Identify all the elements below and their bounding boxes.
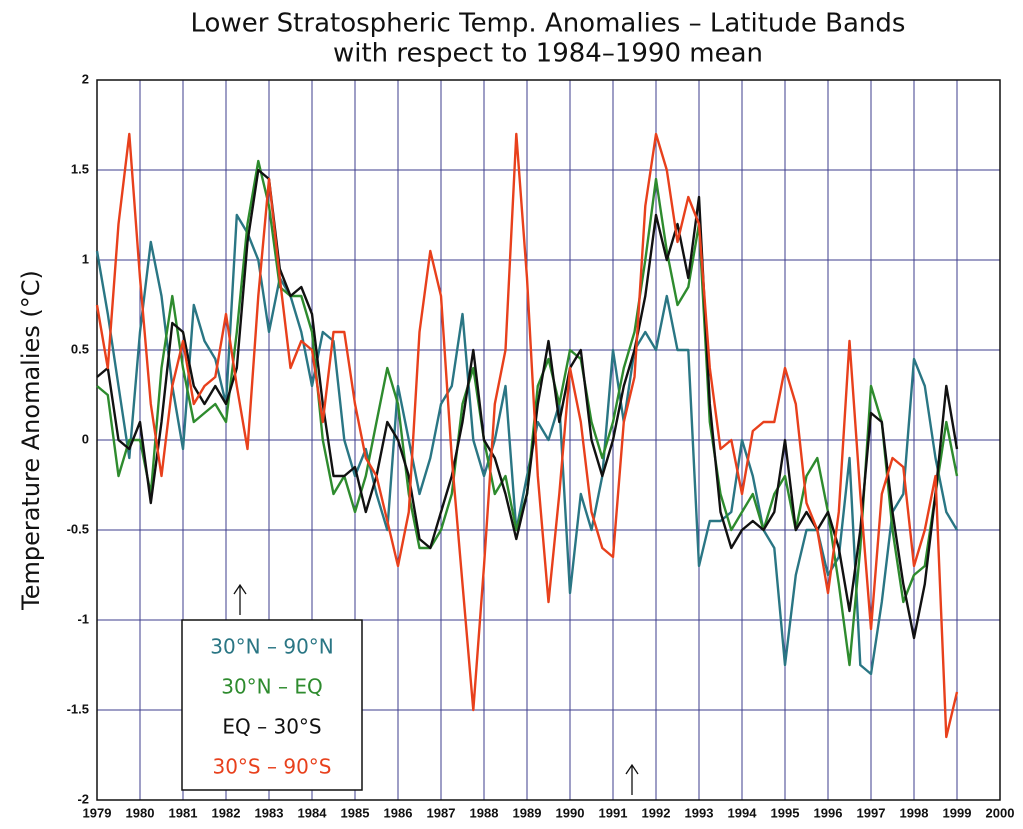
y-tick-label: 2 [82, 71, 89, 86]
legend-box [181, 619, 363, 791]
x-tick-label: 1990 [556, 805, 585, 820]
x-tick-label: 1992 [642, 805, 671, 820]
y-tick-label: -2 [77, 791, 89, 806]
series-line [95, 132, 959, 739]
x-tick-label: 1989 [513, 805, 542, 820]
legend-entry: 30°N – 90°N [210, 635, 334, 659]
legend-entry: 30°S – 90°S [212, 755, 331, 779]
x-tick-label: 1987 [427, 805, 456, 820]
x-tick-label: 1997 [857, 805, 886, 820]
x-tick-label: 1980 [126, 805, 155, 820]
legend: 30°N – 90°N 30°N – EQ EQ – 30°S 30°S – 90°S [210, 635, 334, 779]
chart-title: Lower Stratospheric Temp. Anomalies – La… [191, 9, 906, 39]
y-tick-label: -1.5 [67, 701, 89, 716]
x-tick-label: 1998 [900, 805, 929, 820]
x-tick-label: 1995 [771, 805, 800, 820]
arrow [233, 583, 247, 615]
x-tick-label: 1984 [298, 805, 328, 820]
y-axis-label: Temperature Anomalies (°C) [17, 270, 45, 611]
y-tick-label: -1 [77, 611, 89, 626]
x-tick-label: 2000 [986, 805, 1015, 820]
series-line [95, 213, 959, 676]
x-tick-label: 1986 [384, 805, 413, 820]
x-tick-label: 1982 [212, 805, 241, 820]
plot-frame [96, 79, 1001, 801]
x-tick-label: 1996 [814, 805, 843, 820]
x-tick-label: 1988 [470, 805, 499, 820]
x-tick-label: 1991 [599, 805, 628, 820]
plot-area: -2 -1.5 -1 -0.5 0 0.5 1 1.5 2 1979 1980 1981 1982 198… [67, 71, 1015, 820]
y-tick-label: 0 [82, 431, 89, 446]
y-tick-label: 0.5 [71, 341, 89, 356]
arrow [625, 763, 639, 795]
x-tick-label: 1993 [685, 805, 714, 820]
x-tick-label: 1981 [169, 805, 198, 820]
y-tick-label: 1.5 [71, 161, 89, 176]
chart-subtitle: with respect to 1984–1990 mean [333, 39, 763, 69]
x-tick-label: 1985 [341, 805, 370, 820]
x-tick-label: 1999 [943, 805, 972, 820]
x-tick-label: 1979 [83, 805, 112, 820]
y-tick-label: -0.5 [67, 521, 89, 536]
x-tick-label: 1983 [255, 805, 284, 820]
x-tick-label: 1994 [728, 805, 758, 820]
legend-entry: 30°N – EQ [221, 675, 323, 699]
legend-entry: EQ – 30°S [222, 715, 321, 739]
y-tick-label: 1 [82, 251, 89, 266]
